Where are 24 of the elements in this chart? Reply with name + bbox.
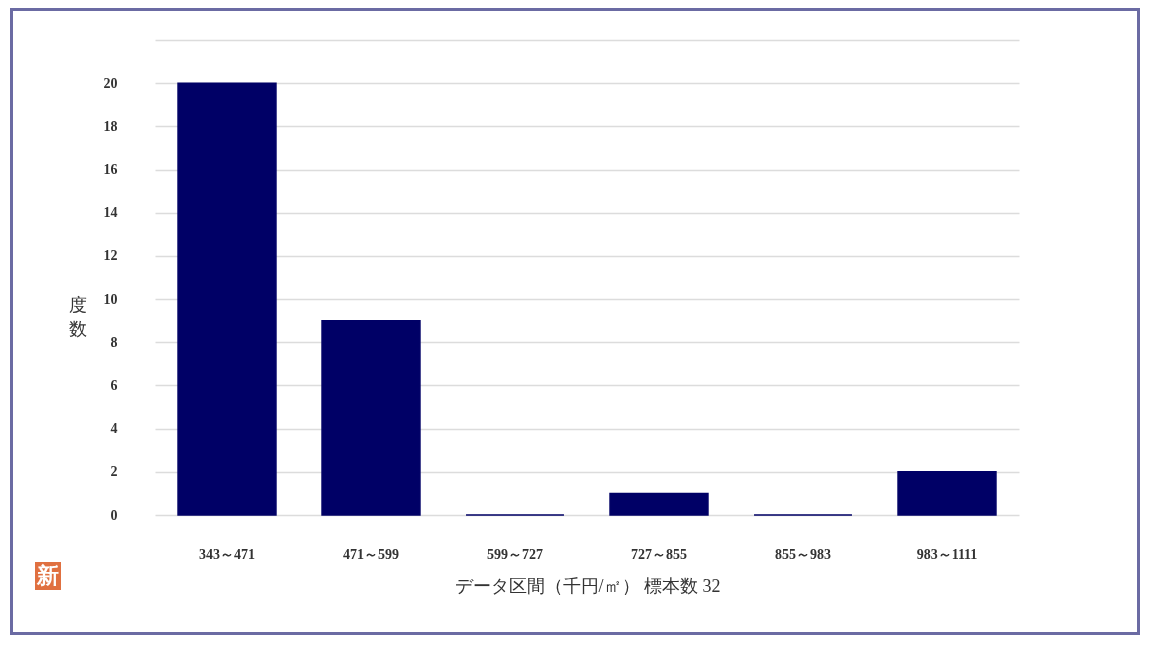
x-tick-label: 343～471 bbox=[199, 546, 255, 562]
x-tick-label: 855～983 bbox=[775, 546, 831, 562]
y-tick-label: 4 bbox=[110, 421, 118, 437]
bar bbox=[321, 319, 421, 516]
y-axis-title: 度数 bbox=[68, 294, 87, 339]
x-tick-label: 471～599 bbox=[343, 546, 399, 562]
x-tick-label: 727～855 bbox=[631, 546, 687, 562]
y-tick-label: 14 bbox=[103, 205, 118, 221]
bar bbox=[609, 492, 709, 516]
y-tick-label: 10 bbox=[103, 291, 118, 307]
y-tick-label: 0 bbox=[110, 507, 118, 523]
x-tick-label: 599～727 bbox=[487, 546, 543, 562]
bar bbox=[897, 471, 997, 516]
y-tick-label: 8 bbox=[110, 334, 118, 350]
y-tick-label: 12 bbox=[103, 248, 118, 264]
y-tick-label: 2 bbox=[110, 464, 118, 480]
y-tick-label: 16 bbox=[103, 162, 118, 178]
x-axis-title: データ区間（千円/㎡） 標本数 32 bbox=[454, 575, 721, 596]
bar bbox=[177, 82, 277, 516]
y-tick-label: 18 bbox=[103, 118, 118, 134]
x-tick-label: 983～1111 bbox=[916, 546, 978, 562]
new-badge-icon: 新 bbox=[35, 562, 61, 590]
y-tick-label: 6 bbox=[110, 377, 118, 393]
y-tick-label: 20 bbox=[103, 75, 118, 91]
